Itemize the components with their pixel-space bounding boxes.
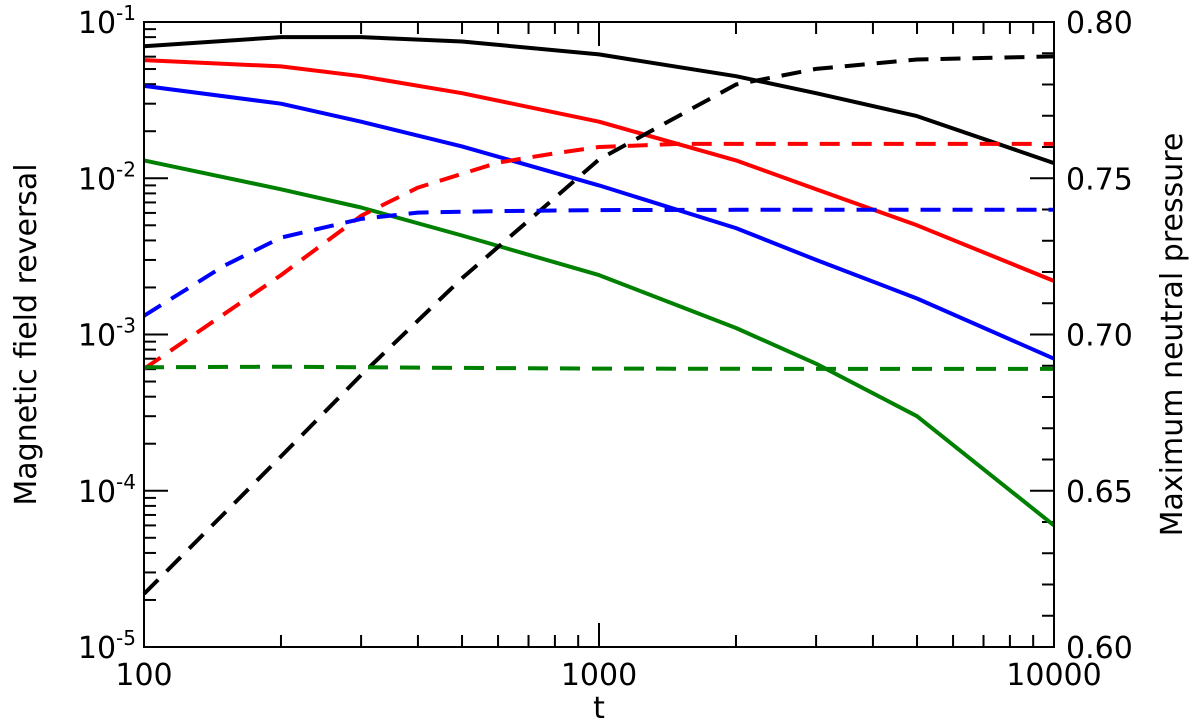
right-y-tick-label: 0.60 (1066, 631, 1133, 666)
x-tick-label: 10000 (1006, 658, 1101, 693)
pressure-curve-4 (142, 54, 1055, 596)
left-y-tick-label: 10-3 (78, 314, 136, 354)
reversal-curve-0 (143, 35, 1055, 165)
series-layer (142, 35, 1056, 596)
plot-frame (143, 21, 1055, 648)
pressure-curve-5 (142, 141, 1054, 371)
left-y-tick-label: 10-2 (78, 157, 136, 197)
left-y-tick-label: 10-5 (78, 626, 136, 666)
ticks-layer (143, 21, 1054, 648)
right-y-axis-label: Maximum neutral pressure (1155, 133, 1190, 537)
reversal-curve-1 (143, 58, 1055, 283)
x-axis-label: t (593, 691, 605, 723)
right-y-tick-label: 0.75 (1066, 162, 1133, 197)
x-tick-label: 1000 (561, 658, 637, 693)
right-y-tick-label: 0.65 (1066, 475, 1133, 510)
tick-labels-layer: 100 1000 10000 10-1 10-2 10-3 10-4 10-5 0.80 0.75… (78, 1, 1133, 693)
left-y-tick-label: 10-4 (78, 470, 136, 510)
left-y-axis-label: Magnetic field reversal (9, 163, 44, 505)
right-y-tick-label: 0.80 (1066, 6, 1133, 41)
right-y-tick-label: 0.70 (1066, 319, 1133, 354)
pressure-curve-7 (143, 364, 1054, 371)
x-tick-label: 100 (115, 658, 172, 693)
pressure-curve-6 (142, 207, 1054, 318)
left-y-tick-label: 10-1 (78, 1, 136, 41)
reversal-curve-2 (143, 83, 1055, 361)
reversal-curve-3 (143, 158, 1056, 527)
